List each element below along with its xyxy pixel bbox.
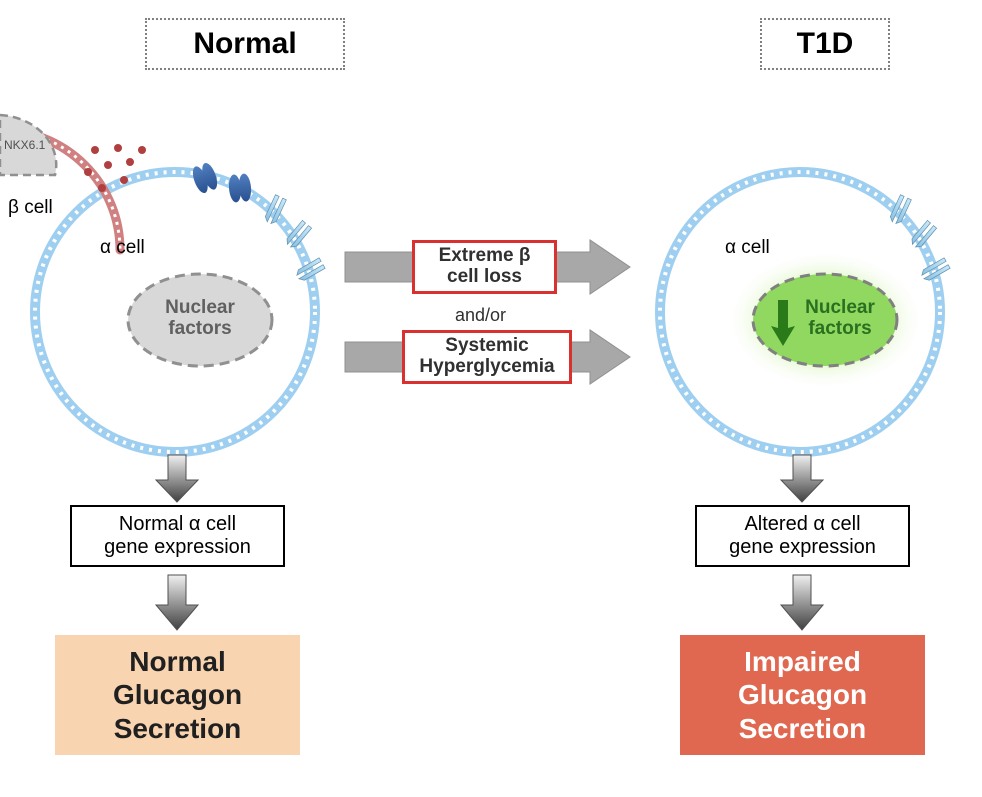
left-beta-cell [0, 115, 146, 250]
left-alpha-label: α cell [100, 237, 145, 259]
right-down-arrow-2 [781, 575, 823, 630]
left-down-arrow-1 [156, 455, 198, 502]
right-gene-box: Altered α cell gene expression [695, 505, 910, 567]
left-down-arrow-2 [156, 575, 198, 630]
left-gene-box: Normal α cell gene expression [70, 505, 285, 567]
left-beta-label: β cell [8, 197, 53, 219]
right-outcome: Impaired Glucagon Secretion [680, 635, 925, 755]
mid-box-top: Extreme β cell loss [412, 240, 557, 294]
left-beta-marker: NKX6.1 [4, 138, 45, 152]
right-alpha-label: α cell [725, 237, 770, 259]
mid-box-bottom: Systemic Hyperglycemia [402, 330, 572, 384]
left-outcome: Normal Glucagon Secretion [55, 635, 300, 755]
header-normal: Normal [145, 18, 345, 70]
right-nucleus-text: Nuclear factors [790, 298, 890, 340]
right-down-arrow-1 [781, 455, 823, 502]
mid-connector: and/or [455, 305, 506, 326]
left-nucleus-text: Nuclear factors [150, 298, 250, 340]
header-t1d: T1D [760, 18, 890, 70]
